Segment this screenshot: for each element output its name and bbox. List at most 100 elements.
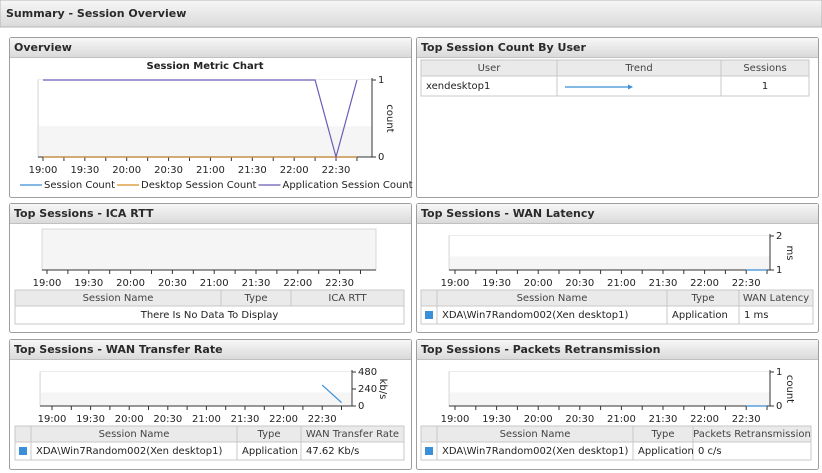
series-line <box>321 384 342 404</box>
y-tick-label: 0 <box>378 152 384 163</box>
x-tick-label: 19:30 <box>482 414 511 425</box>
x-tick-label: 20:00 <box>115 414 144 425</box>
y-tick-label: 1 <box>776 367 782 378</box>
x-tick-label: 19:00 <box>29 165 58 176</box>
y-tick-label: 2 <box>776 231 782 242</box>
column-header: ICA RTT <box>328 293 367 304</box>
column-header: Type <box>244 293 268 304</box>
panel-title-bar <box>417 38 818 57</box>
x-tick-label: 22:30 <box>325 278 354 289</box>
y-axis-label: kb/s <box>377 379 388 400</box>
x-tick-label: 20:30 <box>154 165 183 176</box>
series-swatch <box>425 311 433 319</box>
table-cell: Application <box>672 310 728 321</box>
header-bar <box>0 0 822 28</box>
y-tick-label: 1 <box>378 75 384 86</box>
panel-title-bar <box>417 340 818 359</box>
x-tick-label: 20:00 <box>524 278 553 289</box>
column-header: Session Name <box>99 429 170 440</box>
x-tick-label: 22:00 <box>690 278 719 289</box>
x-tick-label: 19:30 <box>482 278 511 289</box>
column-header: Packets Retransmission <box>693 429 811 440</box>
y-axis-label: count <box>384 104 395 132</box>
x-tick-label: 21:30 <box>649 278 678 289</box>
x-tick-label: 21:30 <box>649 414 678 425</box>
table-row <box>420 305 814 325</box>
series-swatch <box>19 447 27 455</box>
column-header: Session Name <box>83 293 154 304</box>
table-row <box>14 441 405 461</box>
table-row <box>420 75 810 97</box>
column-header: WAN Transfer Rate <box>306 429 399 440</box>
legend-label: Session Count <box>44 180 115 191</box>
column-header: Sessions <box>743 63 786 74</box>
x-tick-label: 22:30 <box>732 414 761 425</box>
x-tick-label: 19:00 <box>441 278 470 289</box>
x-tick-label: 19:00 <box>441 414 470 425</box>
x-tick-label: 20:30 <box>565 278 594 289</box>
column-header: WAN Latency <box>743 293 809 304</box>
table-cell: 1 <box>762 81 768 92</box>
table-cell: XDA\Win7Random002(Xen desktop1) <box>442 446 628 457</box>
plot-band <box>450 372 770 393</box>
empty-message: There Is No Data To Display <box>140 310 279 321</box>
y-axis-label: count <box>784 375 795 403</box>
table-cell: Application <box>242 446 298 457</box>
x-tick-label: 22:00 <box>283 278 312 289</box>
y-tick-label: 1 <box>776 265 782 276</box>
x-tick-label: 19:00 <box>38 414 67 425</box>
panel-title-bar <box>10 204 411 223</box>
table-cell: XDA\Win7Random002(Xen desktop1) <box>442 310 628 321</box>
series-line <box>43 79 358 160</box>
panel-title: Top Session Count By User <box>421 41 586 54</box>
column-header: Type <box>691 293 715 304</box>
series-swatch <box>425 447 433 455</box>
panel-title-bar <box>417 204 818 223</box>
x-tick-label: 20:00 <box>112 165 141 176</box>
x-tick-label: 22:00 <box>280 165 309 176</box>
panel-title-bar <box>10 340 411 359</box>
x-tick-label: 22:00 <box>269 414 298 425</box>
column-header: Trend <box>624 63 652 74</box>
x-tick-label: 21:00 <box>607 414 636 425</box>
x-tick-label: 20:30 <box>158 278 187 289</box>
panel-title: Top Sessions - WAN Transfer Rate <box>14 343 223 356</box>
x-tick-label: 21:30 <box>238 165 267 176</box>
y-tick-label: 480 <box>358 367 377 378</box>
table-cell: xendesktop1 <box>426 81 490 92</box>
trend-arrow <box>628 84 633 90</box>
chart-title: Session Metric Chart <box>147 61 264 72</box>
x-tick-label: 20:00 <box>524 414 553 425</box>
x-tick-label: 22:00 <box>690 414 719 425</box>
panel-title: Top Sessions - Packets Retransmission <box>421 343 660 356</box>
plot-area <box>41 228 377 271</box>
table-row <box>420 441 812 461</box>
column-header: Session Name <box>517 293 588 304</box>
x-tick-label: 21:00 <box>607 278 636 289</box>
x-tick-label: 21:30 <box>231 414 260 425</box>
legend-label: Desktop Session Count <box>141 180 257 191</box>
table-cell: Application <box>638 446 694 457</box>
column-header: Type <box>651 429 675 440</box>
y-tick-label: 0 <box>358 401 364 412</box>
x-tick-label: 19:30 <box>74 278 103 289</box>
y-axis-label: ms <box>784 246 795 261</box>
x-tick-label: 20:30 <box>565 414 594 425</box>
x-tick-label: 22:30 <box>322 165 351 176</box>
column-header: User <box>478 63 502 74</box>
x-tick-label: 21:00 <box>192 414 221 425</box>
x-tick-label: 21:00 <box>196 165 225 176</box>
x-tick-label: 21:00 <box>200 278 229 289</box>
x-tick-label: 19:30 <box>70 165 99 176</box>
table-cell: 0 c/s <box>698 446 722 457</box>
table-row <box>14 305 405 325</box>
panel-title: Top Sessions - ICA RTT <box>14 207 154 220</box>
x-tick-label: 20:00 <box>116 278 145 289</box>
x-tick-label: 22:30 <box>308 414 337 425</box>
table-cell: XDA\Win7Random002(Xen desktop1) <box>36 446 222 457</box>
page-title: Summary - Session Overview <box>6 7 186 20</box>
panel-title: Overview <box>14 41 72 54</box>
x-tick-label: 22:30 <box>732 278 761 289</box>
plot-band <box>41 372 352 393</box>
